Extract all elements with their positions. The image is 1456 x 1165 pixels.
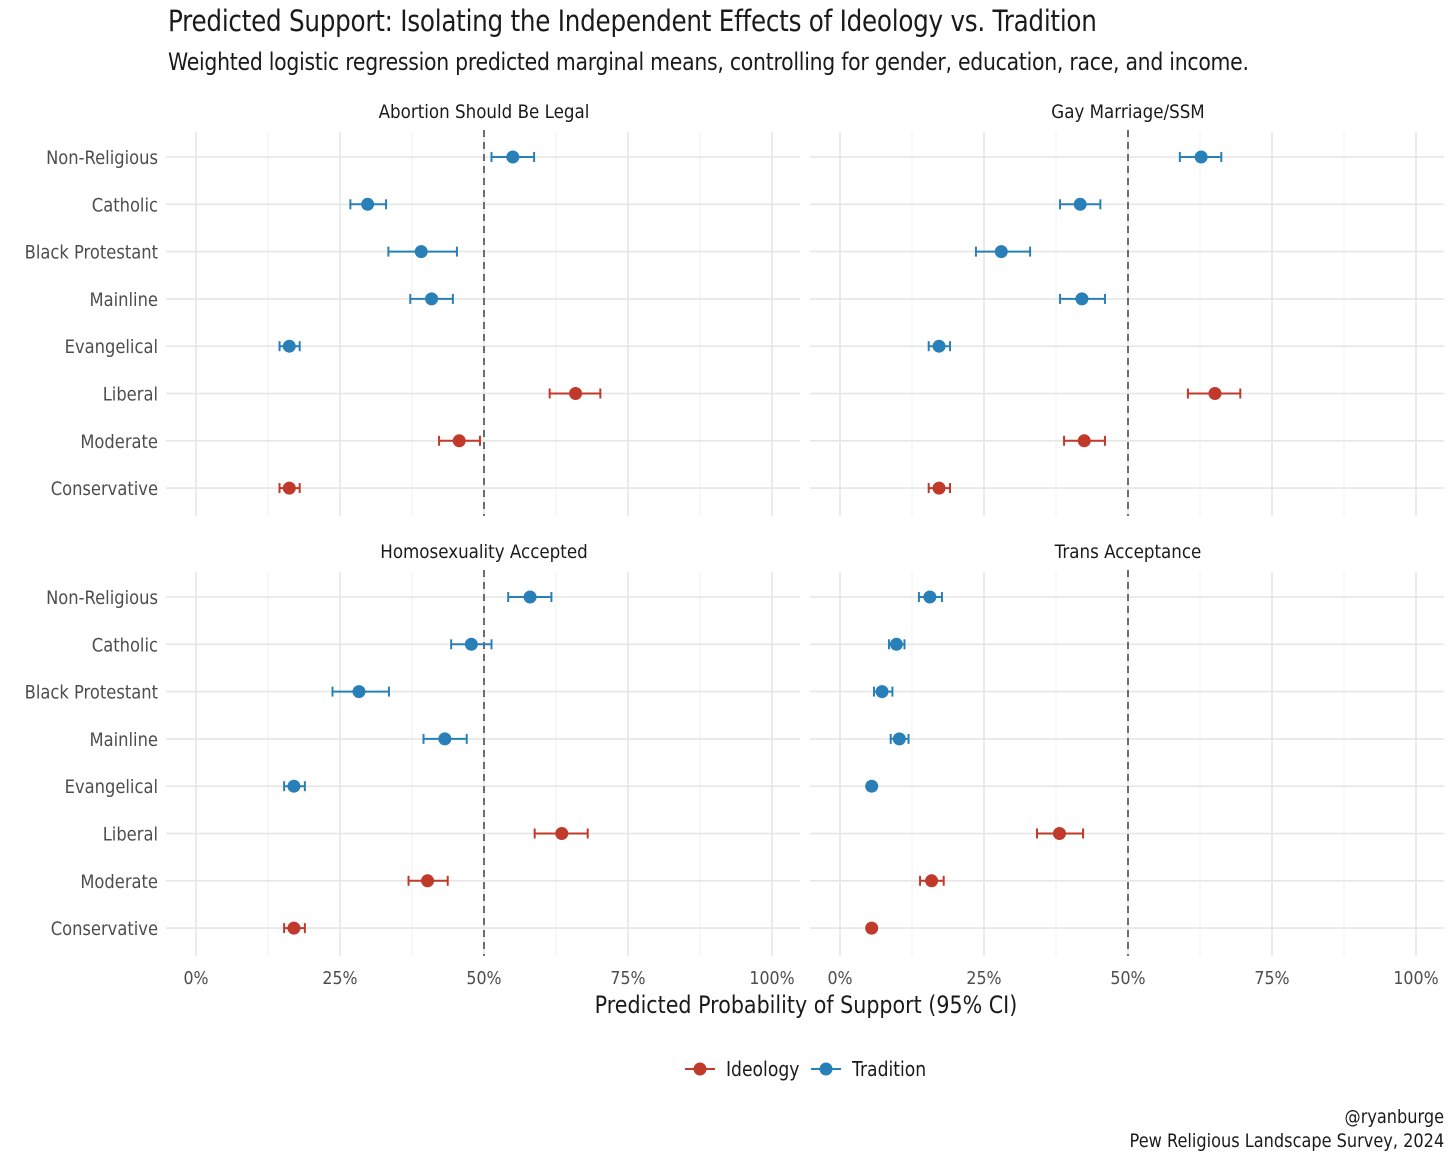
data-point-ideology	[569, 387, 583, 400]
chart-title: Predicted Support: Isolating the Indepen…	[168, 4, 1097, 38]
data-point-ideology	[1077, 434, 1091, 448]
x-tick-label: 50%	[1110, 967, 1145, 988]
data-point-ideology	[282, 481, 296, 495]
category-label: Conservative	[51, 479, 158, 500]
category-label: Moderate	[80, 872, 158, 893]
data-point-tradition	[425, 292, 439, 306]
category-label: Evangelical	[65, 777, 158, 798]
data-point-tradition	[282, 339, 296, 353]
data-point-ideology	[287, 921, 301, 935]
data-point-ideology	[932, 481, 946, 495]
category-label: Non-Religious	[46, 148, 158, 169]
data-point-tradition	[438, 732, 452, 746]
legend-key-point	[693, 1062, 707, 1076]
data-point-tradition	[1075, 292, 1089, 306]
data-point-tradition	[1194, 150, 1208, 164]
category-label: Mainline	[90, 290, 158, 311]
data-point-tradition	[287, 779, 301, 793]
x-tick-label: 75%	[610, 967, 645, 988]
data-point-tradition	[865, 779, 879, 793]
category-label: Liberal	[103, 824, 158, 845]
category-label: Catholic	[92, 195, 158, 216]
x-tick-label: 100%	[749, 967, 794, 988]
category-label: Moderate	[80, 432, 158, 453]
x-tick-label: 25%	[322, 967, 357, 988]
data-point-tradition	[352, 685, 366, 699]
x-tick-label: 25%	[966, 967, 1001, 988]
caption-handle: @ryanburge	[1344, 1106, 1444, 1128]
data-point-ideology	[925, 874, 939, 888]
data-point-tradition	[1073, 197, 1087, 211]
x-tick-label: 0%	[827, 967, 852, 988]
data-point-tradition	[523, 590, 537, 604]
data-point-ideology	[421, 874, 435, 888]
category-label: Black Protestant	[25, 683, 158, 704]
category-label: Mainline	[90, 730, 158, 751]
x-tick-label: 75%	[1254, 967, 1289, 988]
data-point-ideology	[865, 921, 879, 935]
data-point-tradition	[889, 637, 903, 651]
legend-key-point	[819, 1062, 833, 1076]
x-tick-label: 0%	[183, 967, 208, 988]
legend-label-ideology: Ideology	[726, 1059, 799, 1082]
x-tick-label: 100%	[1393, 967, 1438, 988]
data-point-tradition	[994, 245, 1008, 259]
x-axis-title: Predicted Probability of Support (95% CI…	[595, 992, 1018, 1020]
data-point-ideology	[452, 434, 466, 448]
category-label: Conservative	[51, 919, 158, 940]
data-point-tradition	[361, 197, 375, 211]
category-label: Black Protestant	[25, 243, 158, 264]
category-label: Evangelical	[65, 337, 158, 358]
legend-label-tradition: Tradition	[851, 1059, 926, 1082]
data-point-ideology	[1052, 827, 1066, 840]
data-point-tradition	[923, 590, 937, 604]
x-tick-label: 50%	[466, 967, 501, 988]
caption-source: Pew Religious Landscape Survey, 2024	[1129, 1130, 1444, 1152]
data-point-tradition	[932, 339, 946, 353]
category-label: Liberal	[103, 384, 158, 405]
category-label: Catholic	[92, 635, 158, 656]
data-point-tradition	[464, 637, 478, 651]
panel-title: Homosexuality Accepted	[380, 541, 587, 563]
panel-title: Trans Acceptance	[1054, 541, 1202, 563]
data-point-ideology	[555, 827, 569, 840]
panel-title: Gay Marriage/SSM	[1051, 101, 1204, 123]
chart-subtitle: Weighted logistic regression predicted m…	[168, 48, 1249, 76]
panel-title: Abortion Should Be Legal	[379, 101, 590, 123]
data-point-tradition	[506, 150, 520, 164]
category-label: Non-Religious	[46, 588, 158, 609]
data-point-tradition	[414, 245, 428, 259]
data-point-tradition	[875, 685, 889, 699]
data-point-ideology	[1208, 387, 1222, 400]
data-point-tradition	[892, 732, 906, 746]
